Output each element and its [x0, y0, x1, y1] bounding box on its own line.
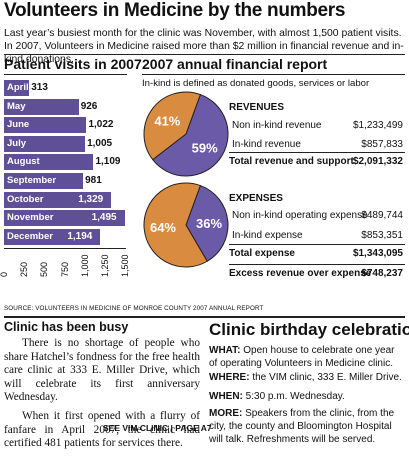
expense-total-label: Total expense: [229, 248, 295, 259]
headline: Volunteers in Medicine by the numbers: [4, 0, 346, 21]
revenue-total-amount: $2,091,332: [352, 156, 403, 167]
expense-total-rule: [229, 244, 405, 245]
expense-total-amount: $1,343,095: [352, 248, 403, 259]
where-label: WHERE:: [209, 372, 250, 383]
bar-value-november: 1,495: [91, 212, 117, 224]
where-text: the VIM clinic, 333 E. Miller Drive.: [252, 372, 402, 383]
pie2-slice-1: [143, 182, 208, 268]
revenue-total-rule: [229, 152, 405, 153]
bar-chart-rule: [4, 74, 127, 75]
revenue-inkind-amount: $857,833: [361, 139, 403, 150]
expense-nonkind-label: Non in-kind operating expense: [232, 210, 368, 221]
pie1-slice-0: [151, 93, 229, 177]
financial-title: 2007 annual financial report: [142, 56, 328, 72]
source-note: SOURCE: VOLUNTEERS IN MEDICINE OF MONROE…: [4, 305, 264, 312]
expense-nonkind-amount: $489,744: [361, 210, 403, 221]
article-title: Clinic has been busy: [4, 320, 129, 334]
birthday-when: WHEN: 5:30 p.m. Wednesday.: [209, 390, 405, 403]
bar-value-april: 313: [31, 82, 48, 93]
bar-december: December: [4, 228, 101, 245]
excess-rule: [229, 264, 405, 265]
revenue-nonkind-label: Non in-kind revenue: [232, 120, 322, 131]
bar-may: May: [4, 98, 79, 115]
birthday-what: WHAT: Open house to celebrate one year o…: [209, 344, 405, 370]
bar-chart-title: Patient visits in 2007: [4, 56, 142, 72]
excess-amount: $748,237: [361, 268, 403, 279]
expenses-title: EXPENSES: [229, 193, 283, 204]
birthday-more: MORE: Speakers from the clinic, from the…: [209, 407, 405, 446]
bar-tick-label: 250: [19, 262, 30, 278]
birthday-where: WHERE: the VIM clinic, 333 E. Miller Dri…: [209, 371, 405, 384]
revenues-title: REVENUES: [229, 102, 285, 113]
deck: Last year’s busiest month for the clinic…: [4, 28, 404, 65]
bar-value-july: 1,005: [87, 137, 113, 149]
bar-october: October: [4, 191, 112, 208]
section-divider: [4, 316, 405, 318]
bar-august: August: [4, 154, 94, 171]
inkind-note: In-kind is defined as donated goods, ser…: [142, 78, 370, 89]
bar-june: June: [4, 117, 87, 134]
bar-tick-label: 1,500: [120, 254, 130, 278]
revenue-total-label: Total revenue and support: [229, 156, 354, 167]
bar-value-may: 926: [80, 100, 98, 112]
top-rule: [4, 54, 405, 55]
birthday-title: Clinic birthday celebration: [209, 320, 409, 339]
bar-september: September: [4, 173, 84, 189]
what-text: Open house to celebrate one year of oper…: [209, 345, 395, 369]
expense-inkind-label: In-kind expense: [232, 230, 303, 241]
bar-november: November: [4, 210, 125, 227]
patient-visits-chart: April 313 May 926 June 1,022 July 1,005 August 1,…: [0, 0, 140, 310]
article-paragraph-1: There is no shortage of people who share…: [4, 337, 200, 404]
bar-axis: [4, 248, 126, 250]
bar-july: July: [4, 135, 86, 152]
more-label: MORE:: [209, 408, 243, 419]
bar-tick-label: 0: [0, 272, 9, 278]
revenue-nonkind-amount: $1,233,499: [352, 120, 403, 131]
bar-tick-label: 750: [59, 262, 70, 278]
when-label: WHEN:: [209, 391, 243, 402]
article-body: There is no shortage of people who share…: [4, 337, 200, 456]
what-label: WHAT:: [209, 345, 241, 356]
when-text: 5:30 p.m. Wednesday.: [245, 391, 345, 402]
jump-link[interactable]: SEE VIM CLINIC | PAGE A7: [103, 423, 212, 433]
excess-label: Excess revenue over expense: [229, 268, 372, 279]
pie2-pct-1: 64%: [150, 220, 176, 235]
pie2-pct-0: 36%: [196, 216, 222, 231]
bar-value-june: 1,022: [88, 119, 114, 131]
pie1-pct-1: 41%: [154, 113, 180, 128]
bar-tick-label: 500: [39, 262, 50, 278]
bar-value-august: 1,109: [95, 156, 121, 168]
bar-value-september: 981: [85, 175, 102, 186]
financial-rule: [142, 74, 405, 75]
bar-value-october: 1,329: [78, 193, 104, 205]
bar-value-december: 1,194: [67, 230, 93, 242]
bar-tick-label: 1,250: [99, 254, 110, 278]
bar-april: April: [4, 80, 30, 96]
pie1-slice-1: [143, 91, 202, 161]
revenue-inkind-label: In-kind revenue: [232, 139, 301, 150]
bar-tick-label: 1,000: [79, 254, 90, 278]
expense-inkind-amount: $853,351: [361, 230, 403, 241]
pie1-pct-0: 59%: [192, 141, 218, 156]
pie-charts: 59% 41% 36% 64%: [143, 91, 229, 268]
